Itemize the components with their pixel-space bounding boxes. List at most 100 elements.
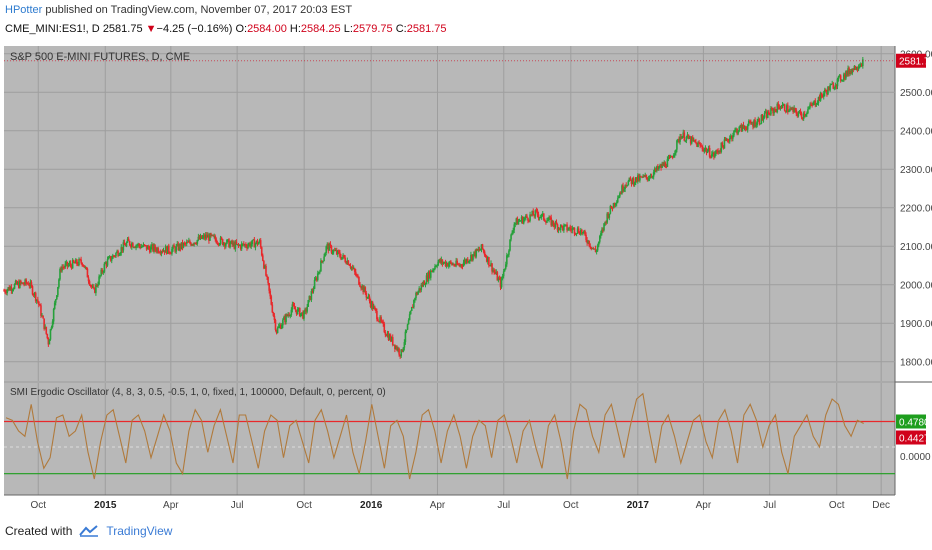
candle-body <box>102 271 105 273</box>
candle-body <box>775 109 778 113</box>
candle-body <box>319 271 321 273</box>
candle-body <box>710 154 713 158</box>
candle-body <box>177 243 180 251</box>
candle-body <box>146 246 149 250</box>
author-link[interactable]: HPotter <box>5 4 43 16</box>
candle-body <box>153 245 155 251</box>
candle-body <box>144 245 147 247</box>
candle-body <box>81 262 83 266</box>
candle-body <box>706 151 709 153</box>
candle-body <box>832 83 835 89</box>
candle-body <box>859 64 862 67</box>
price-tick-label: 1900.00 <box>900 319 932 330</box>
candle-body <box>717 151 719 153</box>
candle-body <box>570 228 573 231</box>
candle-body <box>125 242 128 247</box>
candle-body <box>614 203 617 206</box>
candle-body <box>211 234 213 236</box>
candle-body <box>500 278 503 288</box>
oscillator-tick-label: 0.0000 <box>900 452 931 463</box>
candle-body <box>522 219 525 224</box>
candle-body <box>752 123 754 127</box>
candle-body <box>824 89 826 94</box>
time-tick-label: 2015 <box>94 500 117 511</box>
candle-body <box>820 92 823 96</box>
candle-body <box>194 242 197 244</box>
candle-body <box>178 244 181 251</box>
candle-body <box>204 234 207 239</box>
candle-body <box>108 256 111 258</box>
candle-body <box>535 210 538 212</box>
candle-body <box>564 224 566 226</box>
candle-body <box>586 240 588 244</box>
candle-body <box>433 268 435 270</box>
candle-body <box>307 300 310 307</box>
candle-body <box>9 287 12 291</box>
candle-body <box>5 292 7 294</box>
candle-body <box>622 185 624 191</box>
oscillator-pane[interactable] <box>4 383 895 495</box>
candle-body <box>847 68 849 75</box>
ticker-last: 2581.75 <box>102 23 143 35</box>
price-pane[interactable] <box>4 46 895 381</box>
candle-body <box>174 247 176 252</box>
time-tick-label: Jul <box>231 500 244 511</box>
candle-body <box>610 206 613 209</box>
candle-body <box>659 164 661 168</box>
candle-body <box>773 109 775 114</box>
candle-body <box>236 244 239 246</box>
candle-body <box>800 113 803 118</box>
candle-body <box>426 275 429 281</box>
candle-body <box>679 136 681 142</box>
candle-body <box>830 83 832 86</box>
candle-body <box>116 251 118 253</box>
candle-body <box>836 78 839 87</box>
candle-body <box>846 71 848 75</box>
candle-body <box>455 260 457 266</box>
candle-body <box>132 243 134 248</box>
candle-body <box>644 174 647 176</box>
candle-body <box>12 288 15 290</box>
candle-body <box>128 241 131 246</box>
candle-body <box>546 220 548 223</box>
candle-body <box>407 320 410 325</box>
candle-body <box>541 213 544 215</box>
candle-body <box>105 262 108 266</box>
candle-body <box>353 268 356 272</box>
candle-body <box>423 281 426 285</box>
candle-body <box>155 249 157 252</box>
candle-body <box>37 299 39 302</box>
candle-body <box>209 233 211 241</box>
candle-body <box>514 222 517 225</box>
candle-body <box>252 239 255 241</box>
candle-body <box>701 145 704 149</box>
candle-body <box>852 68 855 71</box>
candle-body <box>345 261 348 265</box>
chart-area[interactable]: 1800.00 1900.00 2000.00 2100.00 2200.00 2300.… <box>0 42 932 520</box>
candle-body <box>393 344 395 346</box>
candle-body <box>223 242 226 247</box>
candle-body <box>316 273 319 281</box>
candle-body <box>798 110 801 114</box>
candle-body <box>682 132 685 137</box>
candle-body <box>793 107 795 112</box>
candle-body <box>115 252 117 257</box>
candle-body <box>52 308 55 322</box>
candle-body <box>72 260 75 263</box>
candle-body <box>579 229 582 235</box>
candle-body <box>457 264 460 266</box>
candle-body <box>6 289 8 294</box>
candle-body <box>343 254 345 258</box>
candle-body <box>57 286 59 296</box>
candle-body <box>698 142 700 144</box>
candle-body <box>290 309 293 316</box>
candle-body <box>260 247 263 256</box>
candle-body <box>468 261 470 263</box>
candle-body <box>329 244 332 246</box>
candle-body <box>649 176 652 179</box>
tradingview-brand-link[interactable]: TradingView <box>106 524 173 538</box>
candle-body <box>452 264 454 266</box>
candle-body <box>843 74 845 80</box>
candle-body <box>428 271 431 278</box>
candle-body <box>619 193 621 197</box>
